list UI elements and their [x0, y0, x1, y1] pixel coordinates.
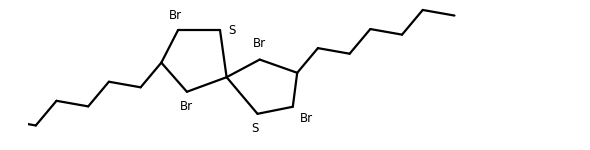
- Text: Br: Br: [299, 112, 313, 125]
- Text: Br: Br: [253, 37, 266, 50]
- Text: Br: Br: [169, 9, 182, 22]
- Text: Br: Br: [181, 100, 194, 113]
- Text: S: S: [228, 24, 235, 36]
- Text: S: S: [251, 122, 259, 135]
